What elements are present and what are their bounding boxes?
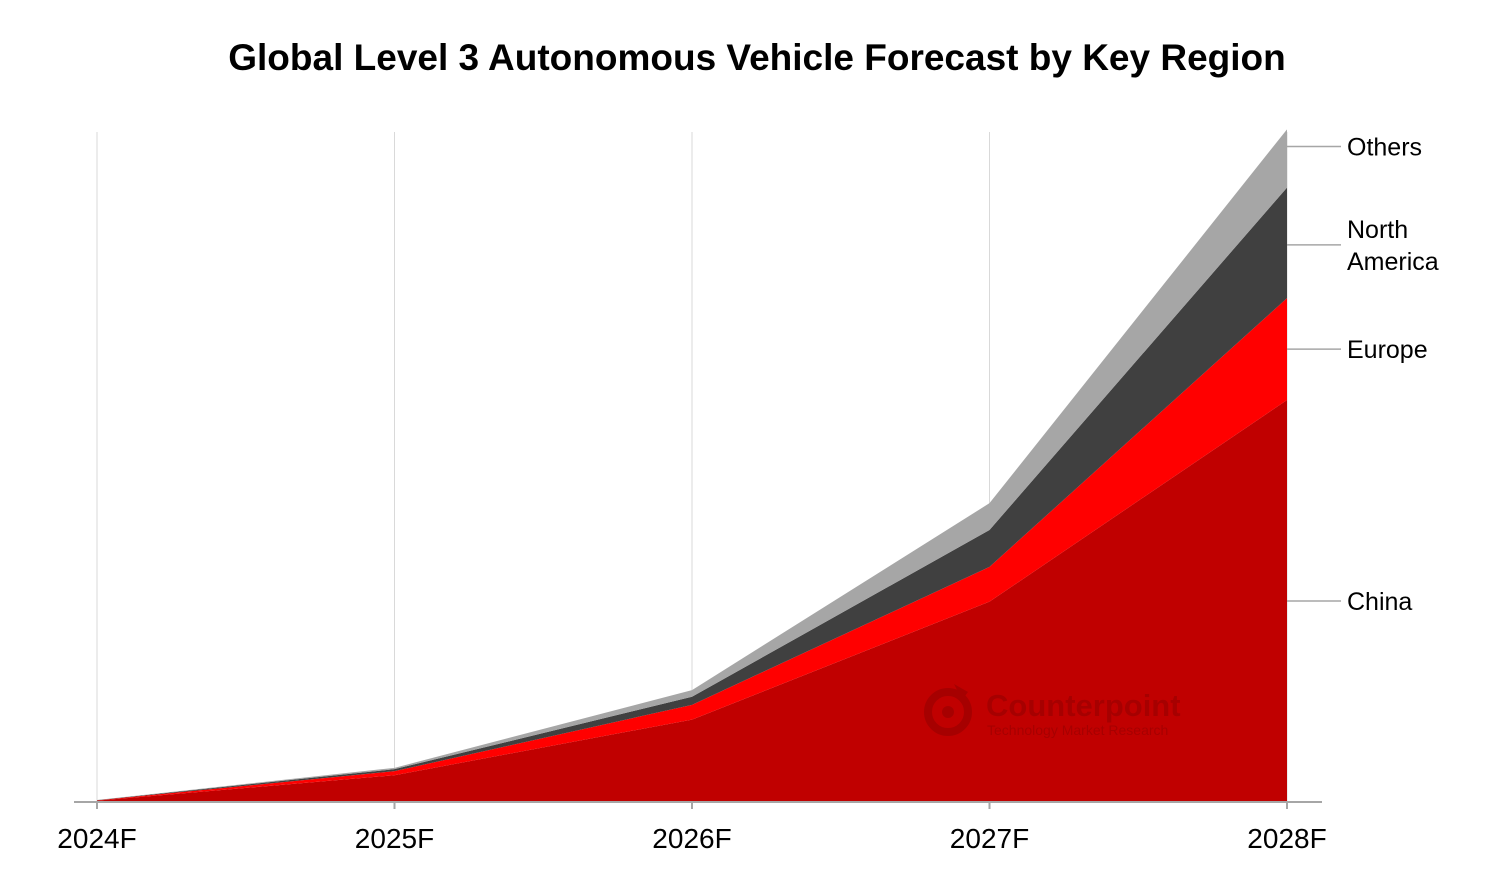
series-label-text-others-0: Others (1347, 133, 1422, 161)
area-north-america (97, 187, 1287, 801)
series-label-china: China (1287, 588, 1412, 616)
series-label-text-china-0: China (1347, 588, 1412, 616)
series-label-text-north-america-1: America (1347, 248, 1439, 276)
x-axis (74, 801, 1322, 809)
watermark: Counterpoint Technology Market Research (924, 684, 1181, 738)
area-china (97, 400, 1287, 802)
x-tick-label-2027f: 2027F (950, 823, 1029, 854)
series-label-text-europe-0: Europe (1347, 336, 1428, 364)
watermark-tagline: Technology Market Research (987, 722, 1168, 738)
x-tick-label-2025f: 2025F (355, 823, 434, 854)
counterpoint-logo-icon (924, 684, 972, 736)
watermark-name: Counterpoint (986, 688, 1181, 723)
series-label-text-north-america-0: North (1347, 216, 1408, 244)
area-series (97, 129, 1287, 802)
x-tick-label-2028f: 2028F (1247, 823, 1326, 854)
x-tick-label-2026f: 2026F (652, 823, 731, 854)
chart-title: Global Level 3 Autonomous Vehicle Foreca… (228, 37, 1286, 78)
series-label-north-america: North America (1287, 216, 1439, 276)
area-europe (97, 298, 1287, 801)
series-labels: Others North America Europe China (1287, 133, 1439, 616)
series-label-europe: Europe (1287, 336, 1428, 364)
series-label-others: Others (1287, 133, 1422, 161)
x-tick-label-2024f: 2024F (57, 823, 136, 854)
x-axis-tick-labels: 2024F 2025F 2026F 2027F 2028F (57, 823, 1326, 854)
